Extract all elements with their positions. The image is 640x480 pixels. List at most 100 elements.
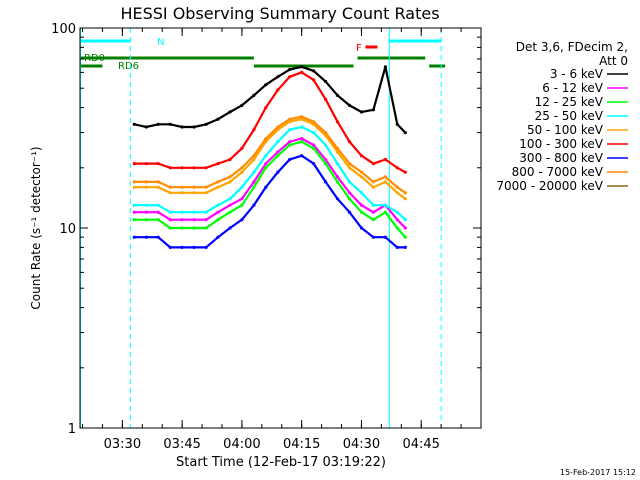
series-point: [216, 203, 220, 207]
series-point: [383, 65, 387, 69]
x-tick-label: 04:30: [343, 437, 380, 452]
legend-header: Det 3,6, FDecim 2,: [516, 40, 628, 54]
series-point: [240, 218, 244, 222]
y-axis-title: Count Rate (s⁻¹ detector⁻¹): [29, 146, 43, 309]
series-point: [204, 218, 208, 222]
x-tick-label: 04:45: [402, 437, 439, 452]
series-point: [300, 117, 304, 121]
series-point: [383, 157, 387, 162]
series-point: [180, 218, 184, 222]
series-point: [288, 157, 292, 162]
series-point: [204, 226, 208, 230]
series-point: [204, 166, 208, 170]
series-point: [168, 166, 172, 170]
series-point: [264, 162, 268, 166]
series-point: [180, 210, 184, 214]
series-point: [204, 191, 208, 195]
series-point: [168, 245, 172, 249]
series-point: [240, 103, 244, 107]
x-axis-title: Start Time (12-Feb-17 03:19:22): [176, 455, 386, 470]
series-point: [252, 180, 256, 184]
series-line: [134, 137, 407, 229]
series-point: [312, 143, 316, 147]
series-point: [276, 140, 280, 144]
series-point: [156, 180, 160, 184]
series-point: [168, 218, 172, 222]
series-point: [240, 170, 244, 174]
series-point: [132, 210, 136, 214]
series-point: [180, 125, 184, 129]
series-point: [324, 131, 328, 135]
series-point: [276, 150, 280, 154]
series-point: [192, 226, 196, 230]
series-point: [168, 226, 172, 230]
series-point: [347, 180, 352, 184]
series-point: [264, 166, 268, 170]
series-point: [395, 245, 399, 249]
series-point: [347, 166, 352, 170]
flag-bar-label: F: [356, 43, 362, 54]
series-point: [288, 67, 292, 72]
series-point: [144, 218, 148, 222]
series-point: [324, 180, 328, 184]
series-point: [383, 235, 387, 239]
series-point: [192, 210, 196, 214]
series-point: [359, 210, 364, 214]
series-point: [252, 203, 256, 207]
series-point: [132, 218, 136, 222]
series-point: [359, 110, 364, 114]
series-point: [180, 166, 184, 170]
legend-label: 7000 - 20000 keV: [496, 179, 603, 193]
series-point: [216, 235, 220, 239]
series-point: [276, 88, 280, 92]
series-point: [180, 226, 184, 230]
legend-label: 800 - 7000 keV: [512, 165, 604, 179]
series-point: [403, 197, 407, 201]
series-point: [324, 143, 328, 147]
series-point: [335, 197, 340, 201]
series-point: [240, 203, 244, 207]
series-point: [371, 203, 375, 207]
x-tick-label: 04:15: [283, 437, 320, 452]
series-point: [144, 235, 148, 239]
series-point: [192, 185, 196, 189]
series-point: [192, 191, 196, 195]
series-point: [324, 157, 328, 162]
series-point: [132, 162, 136, 166]
series-point: [347, 103, 352, 107]
series-point: [312, 78, 316, 82]
series-point: [395, 226, 399, 230]
y-tick-label: 10: [59, 222, 76, 237]
legend-header: Att 0: [599, 54, 628, 68]
series-point: [395, 166, 399, 170]
series-line: [134, 154, 406, 249]
series-point: [395, 210, 399, 214]
series-point: [204, 245, 208, 249]
series-point: [300, 137, 304, 141]
series-point: [300, 125, 304, 129]
series-point: [252, 128, 256, 132]
y-tick-label: 100: [51, 22, 76, 37]
series-point: [347, 210, 352, 214]
series-point: [395, 218, 399, 222]
series-point: [288, 128, 292, 132]
series-point: [252, 154, 256, 158]
series-point: [156, 235, 160, 239]
legend-label: 300 - 800 keV: [519, 151, 603, 165]
series-point: [359, 191, 364, 195]
series-point: [168, 122, 172, 126]
series-line: [134, 65, 407, 134]
series-point: [252, 170, 256, 174]
flag-bar-label: RD0: [84, 53, 105, 64]
series-point: [288, 75, 292, 79]
series-point: [156, 210, 160, 214]
series-line: [134, 71, 406, 174]
series-point: [228, 110, 232, 114]
series-line: [134, 125, 407, 221]
series-point: [347, 191, 352, 195]
legend-label: 50 - 100 keV: [527, 123, 604, 137]
series-point: [324, 162, 328, 166]
x-tick-label: 04:00: [223, 437, 260, 452]
